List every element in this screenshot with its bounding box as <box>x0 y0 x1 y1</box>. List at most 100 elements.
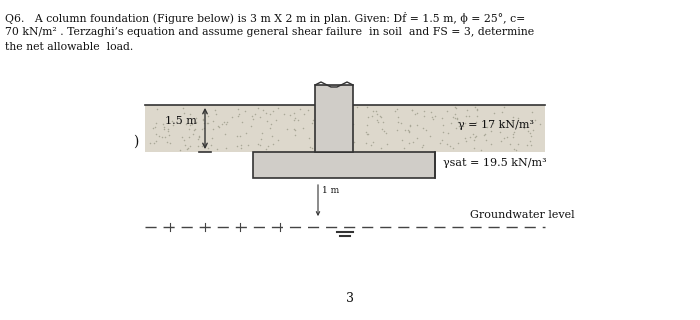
Bar <box>145 105 545 152</box>
Point <box>220 121 232 126</box>
Point <box>202 114 214 119</box>
Point <box>481 137 492 142</box>
Point <box>162 128 173 133</box>
Point <box>460 135 471 140</box>
Point <box>488 111 499 116</box>
Text: ): ) <box>133 135 139 149</box>
Point <box>437 137 448 142</box>
Point <box>265 111 276 116</box>
Point <box>521 142 532 147</box>
Point <box>469 135 480 140</box>
Point <box>508 132 519 137</box>
Point <box>365 142 377 148</box>
Point <box>168 122 179 127</box>
Point <box>306 145 317 150</box>
Point <box>159 124 170 130</box>
Point <box>202 120 213 125</box>
Point <box>159 126 170 131</box>
Point <box>453 120 464 125</box>
Point <box>382 141 393 147</box>
Point <box>504 141 515 146</box>
Point <box>253 141 264 146</box>
Point <box>197 126 208 132</box>
Point <box>494 130 505 135</box>
Point <box>205 142 216 148</box>
Point <box>282 127 293 132</box>
Point <box>452 116 463 121</box>
Bar <box>315 85 353 152</box>
Point <box>178 138 190 143</box>
Point <box>221 119 232 124</box>
Point <box>380 131 391 136</box>
Point <box>273 105 284 110</box>
Point <box>220 145 232 150</box>
Point <box>379 129 390 134</box>
Point <box>144 140 155 145</box>
Text: γsat = 19.5 kN/m³: γsat = 19.5 kN/m³ <box>443 158 547 168</box>
Point <box>249 111 260 116</box>
Point <box>306 120 317 125</box>
Point <box>508 134 519 139</box>
Point <box>393 119 404 124</box>
Text: 3: 3 <box>346 292 354 305</box>
Point <box>390 108 401 113</box>
Point <box>512 142 524 147</box>
Point <box>216 121 228 126</box>
Point <box>465 135 476 140</box>
Point <box>444 144 456 149</box>
Point <box>511 147 522 152</box>
Point <box>211 111 222 116</box>
Point <box>194 134 205 139</box>
Point <box>421 127 432 132</box>
Point <box>193 143 204 148</box>
Point <box>207 119 218 124</box>
Point <box>391 107 402 112</box>
Point <box>451 125 462 130</box>
Text: Q6.   A column foundation (Figure below) is 3 m X 2 m in plan. Given: Dḟ = 1.5 m: Q6. A column foundation (Figure below) i… <box>5 12 525 24</box>
Point <box>348 121 359 126</box>
Point <box>512 117 524 122</box>
Point <box>407 107 418 112</box>
Point <box>245 123 256 128</box>
Point <box>361 131 372 136</box>
Point <box>304 144 316 149</box>
Point <box>391 128 402 133</box>
Point <box>302 107 314 112</box>
Point <box>255 142 266 148</box>
Point <box>148 140 160 145</box>
Point <box>199 111 210 116</box>
Point <box>417 142 428 147</box>
Point <box>246 114 258 119</box>
Point <box>520 122 531 127</box>
Point <box>528 128 539 133</box>
Point <box>508 130 519 135</box>
Point <box>288 117 300 123</box>
Point <box>448 114 459 119</box>
Point <box>405 123 416 128</box>
Point <box>410 111 421 116</box>
Point <box>488 121 499 126</box>
Point <box>349 139 360 144</box>
Point <box>495 124 506 130</box>
Point <box>438 130 449 135</box>
Point <box>425 133 436 138</box>
Point <box>361 105 372 110</box>
Point <box>162 127 174 132</box>
Point <box>163 133 174 138</box>
Point <box>262 119 273 124</box>
Point <box>167 118 178 123</box>
Point <box>522 128 533 133</box>
Point <box>411 111 422 116</box>
Point <box>375 114 386 119</box>
Point <box>416 144 428 149</box>
Point <box>307 117 318 122</box>
Point <box>190 116 202 121</box>
Point <box>289 133 300 138</box>
Point <box>232 113 244 118</box>
Point <box>377 120 388 125</box>
Point <box>254 115 265 120</box>
Point <box>298 126 309 131</box>
Point <box>452 116 463 121</box>
Point <box>159 134 170 140</box>
Point <box>150 139 162 144</box>
